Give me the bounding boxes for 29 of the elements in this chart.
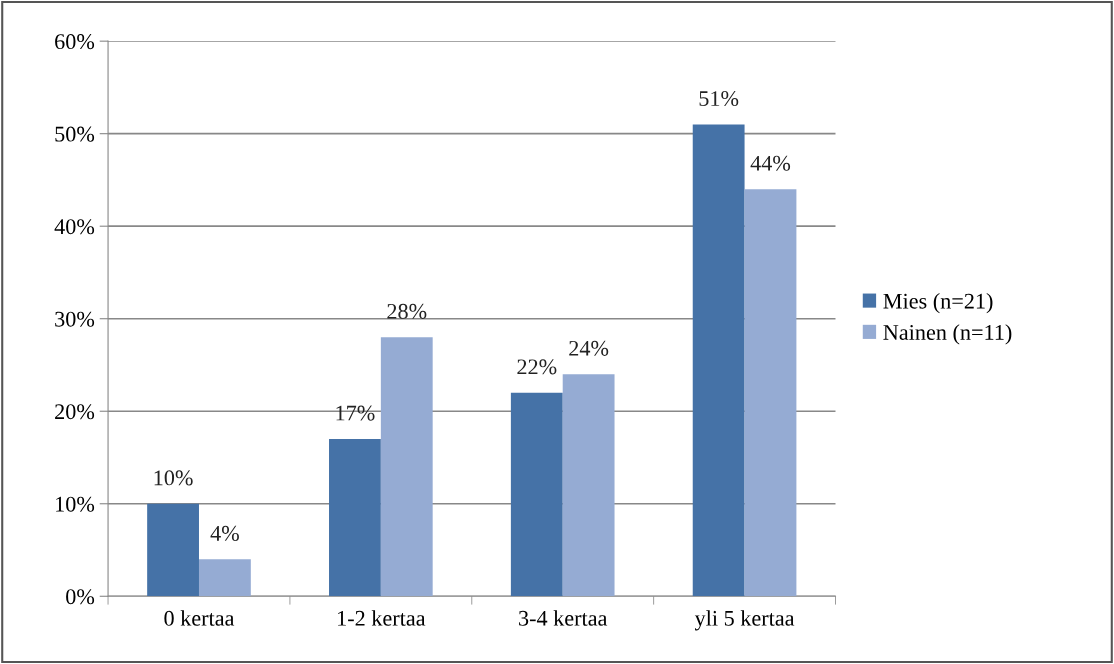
data-label: 24% [569,340,609,356]
data-label: 10% [154,470,193,486]
data-label: 22% [517,359,557,375]
data-label: 51% [699,91,739,107]
y-tick-label: 60% [55,34,95,50]
x-tick-label: 3-4 kertaa [519,610,608,626]
legend-label: Nainen (n=11) [883,324,1012,345]
bar [198,559,251,597]
bar [380,337,433,597]
x-tick-label: 1-2 kertaa [338,610,426,626]
bar [692,124,745,597]
data-label: 17% [336,405,375,421]
legend-label: Mies (n=21) [883,293,993,314]
y-tick-label: 40% [54,219,95,235]
data-label: 4% [210,525,239,541]
y-tick-label: 0% [66,589,95,605]
bar [510,392,563,597]
data-label: 44% [750,155,791,171]
bar [329,438,381,597]
bar [744,189,797,597]
y-tick-label: 20% [55,404,95,420]
bar [147,503,199,597]
y-tick-label: 10% [56,496,95,512]
y-tick-label: 50% [55,126,95,142]
y-tick-label: 30% [55,311,95,327]
bar [562,374,615,597]
data-label: 28% [387,303,427,319]
x-tick-label: yli 5 kertaa [694,610,795,631]
x-tick-label: 0 kertaa [164,610,235,626]
